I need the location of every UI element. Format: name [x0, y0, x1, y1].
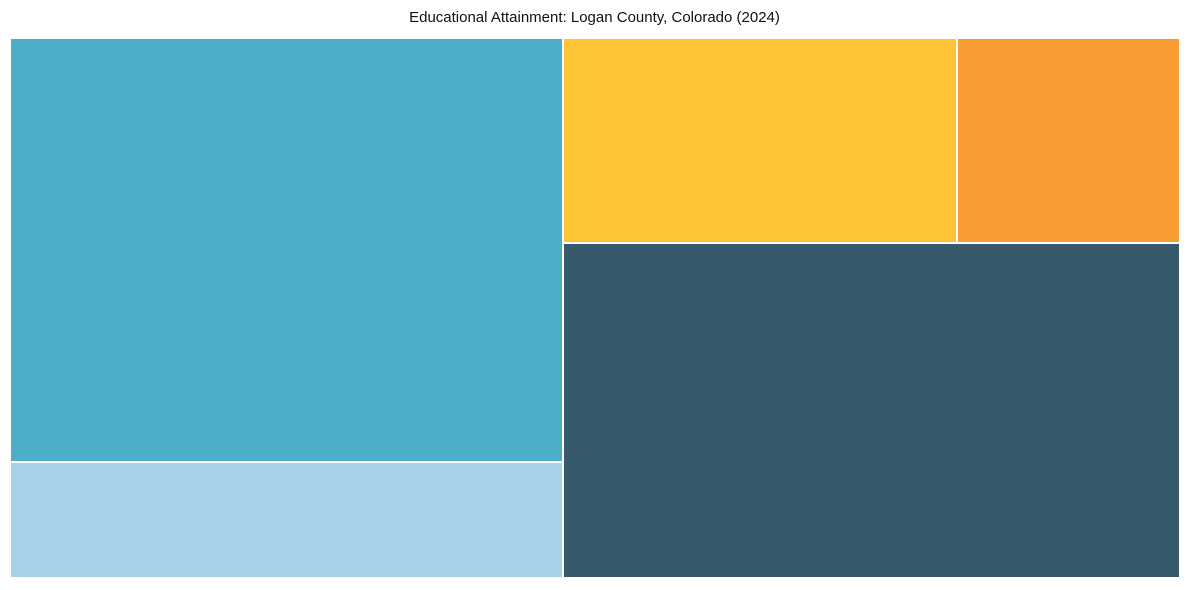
yellow-segment-tile[interactable]: [563, 38, 957, 243]
orange-segment-tile[interactable]: [957, 38, 1180, 243]
chart-title: Educational Attainment: Logan County, Co…: [409, 9, 780, 26]
dark-slate-segment-tile[interactable]: [563, 243, 1180, 578]
treemap-chart: [10, 38, 1180, 578]
teal-segment-tile[interactable]: [10, 38, 563, 462]
light-blue-segment-tile[interactable]: [10, 462, 563, 578]
